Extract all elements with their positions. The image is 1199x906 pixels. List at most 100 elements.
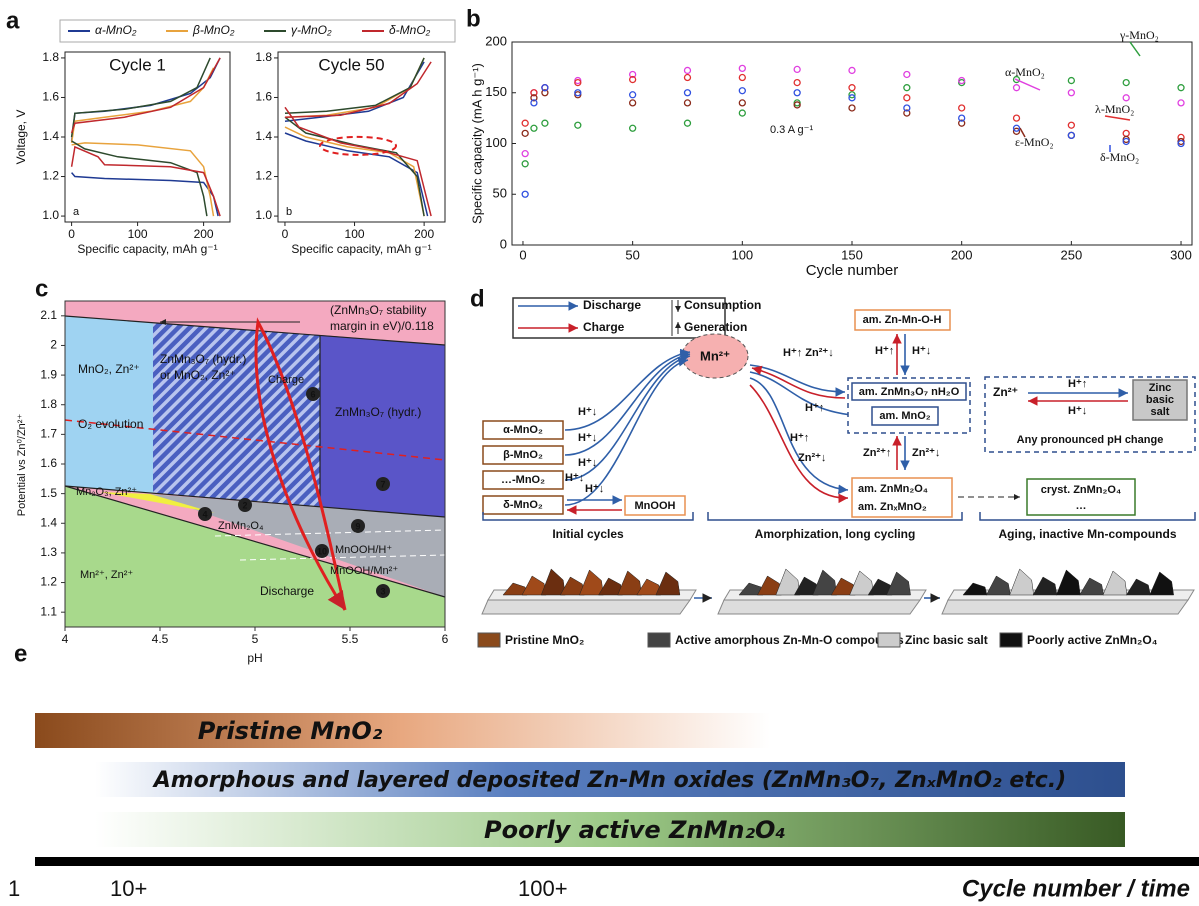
point <box>541 89 549 97</box>
legend-label: Pristine MnO₂ <box>505 633 584 647</box>
ion-label: H⁺↑ <box>1068 378 1087 390</box>
point <box>683 73 692 82</box>
subplot-tag: b <box>286 206 292 218</box>
legend-label: γ-MnO₂ <box>291 23 332 37</box>
particle <box>962 582 988 596</box>
panel-label: d <box>470 285 485 312</box>
y-tick-label: 0 <box>500 236 507 251</box>
box <box>482 470 564 490</box>
particle <box>1079 577 1104 596</box>
phase-label: δ-MnO₂ <box>503 499 543 511</box>
phase-label: …-MnO₂ <box>501 474 545 486</box>
curve <box>284 61 432 217</box>
bracket <box>707 512 963 521</box>
particle <box>579 569 604 596</box>
point <box>1012 124 1021 132</box>
region-label: Charge <box>268 374 304 386</box>
cycle-loop <box>254 317 347 611</box>
point <box>1012 84 1021 92</box>
region-label: or MnO₂, Zn²⁺ <box>160 368 236 382</box>
point <box>793 65 801 74</box>
legend-swatch <box>477 632 501 648</box>
ion-label: H⁺↓ <box>912 345 931 357</box>
marker-dot <box>351 519 365 533</box>
particle <box>1009 568 1034 596</box>
region-label: MnO₂, Zn²⁺ <box>78 362 140 376</box>
legend-label: Discharge <box>583 298 641 312</box>
region-label: Mn₂O₃, Zn²⁺ <box>76 486 137 498</box>
y-tick-label: 1.2 <box>42 169 59 183</box>
marker-label: 9 <box>355 521 360 531</box>
particle <box>830 577 856 596</box>
y-tick-label: 2 <box>50 338 57 352</box>
point <box>1177 139 1185 148</box>
y-tick-label: 1.0 <box>255 208 272 222</box>
region-label: margin in eV)/0.118 <box>330 319 434 333</box>
point <box>628 99 637 107</box>
box <box>1132 379 1188 421</box>
particle <box>867 578 893 596</box>
box <box>851 382 967 401</box>
ion-label: Zn²⁺ <box>993 385 1018 399</box>
boundary <box>64 315 446 346</box>
ion-label: H⁺↓ <box>578 457 597 469</box>
x-axis-label: pH <box>247 651 262 665</box>
x-tick-label: 200 <box>414 227 434 241</box>
particle <box>617 570 642 596</box>
point <box>574 89 582 97</box>
box <box>482 495 564 515</box>
o2-line <box>64 419 446 461</box>
curve <box>70 57 211 217</box>
point <box>848 94 856 102</box>
box <box>482 445 564 465</box>
bracket <box>482 512 694 521</box>
x-axis-label: Cycle number <box>806 262 899 279</box>
electrode <box>941 599 1189 615</box>
point <box>1177 99 1185 107</box>
point <box>1122 78 1130 87</box>
annotation: 0.3 A g⁻¹ <box>770 124 813 136</box>
y-tick-label: 100 <box>485 135 507 150</box>
point <box>1122 94 1130 102</box>
y-tick-label: 1.9 <box>40 367 57 381</box>
x-tick-label: 0 <box>519 247 526 262</box>
point <box>958 119 966 127</box>
ion-label: H⁺↓ <box>578 432 597 444</box>
ion-label: H⁺↑ <box>790 432 809 444</box>
node-label: am. ZnₓMnO₂ <box>858 501 927 513</box>
point <box>683 66 692 75</box>
particle <box>1149 571 1174 596</box>
x-tick-label: 0 <box>68 227 75 241</box>
marker-label: 4 <box>202 509 207 519</box>
node-label: MnOOH <box>635 500 676 512</box>
x-tick-label: 100 <box>345 227 365 241</box>
particle <box>1125 578 1151 596</box>
marker-dot <box>376 477 390 491</box>
arrow <box>751 365 846 399</box>
y-tick-label: 1.0 <box>42 208 59 222</box>
point <box>958 114 966 122</box>
ion-label: H⁺↓ <box>578 406 597 418</box>
point <box>903 70 911 79</box>
particle <box>775 568 801 596</box>
point <box>1177 84 1185 92</box>
point <box>1067 121 1076 129</box>
region-label: Discharge <box>260 584 314 598</box>
point <box>848 91 856 99</box>
particle <box>738 582 764 596</box>
arrow <box>564 350 691 456</box>
point <box>530 99 538 107</box>
marker-label: 2 <box>242 500 247 510</box>
point <box>521 119 529 127</box>
box <box>1026 478 1136 516</box>
stage-label: Pristine MnO₂ <box>198 717 383 745</box>
series-label: λ-MnO₂ <box>1095 102 1134 116</box>
subplot-title: Cycle 50 <box>318 55 384 74</box>
node-label: am. ZnMn₃O₇ nH₂O <box>859 386 960 398</box>
point <box>738 109 746 117</box>
point <box>738 99 746 107</box>
particle <box>598 577 623 596</box>
region-label: MnOOH/Mn²⁺ <box>330 565 398 577</box>
x-tick-label: 100 <box>731 247 753 262</box>
marker-label: 6 <box>310 389 315 399</box>
